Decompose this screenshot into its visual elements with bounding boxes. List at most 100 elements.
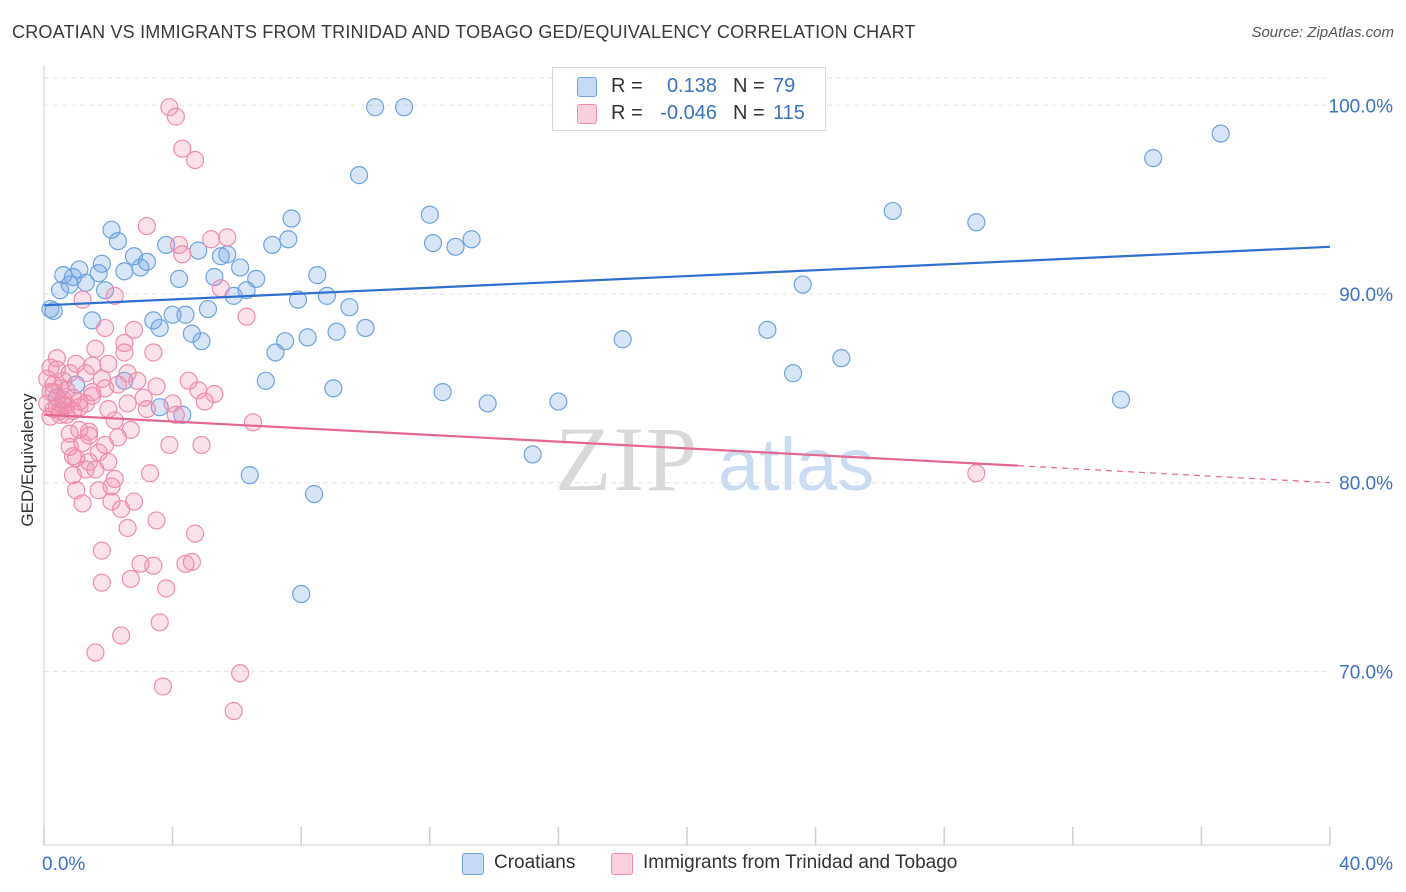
data-point <box>86 643 105 662</box>
x-tick-label: 0.0% <box>42 854 85 875</box>
data-point <box>147 377 166 396</box>
data-point <box>150 318 169 338</box>
data-point <box>166 107 185 126</box>
data-point <box>41 383 60 402</box>
data-point <box>137 399 156 419</box>
data-point <box>263 235 282 255</box>
legend-r-label: R = <box>611 102 643 124</box>
data-point <box>198 299 218 319</box>
data-point <box>256 371 275 390</box>
data-point <box>157 579 176 598</box>
data-point <box>186 150 205 170</box>
data-point <box>83 383 102 402</box>
data-point <box>327 322 346 341</box>
data-point <box>182 324 201 343</box>
series-legend: Croatians Immigrants from Trinidad and T… <box>0 851 1406 879</box>
data-point <box>89 443 108 462</box>
y-tick-label: 80.0% <box>1339 474 1393 495</box>
chart-title: CROATIAN VS IMMIGRANTS FROM TRINIDAD AND… <box>12 22 916 42</box>
data-point <box>137 252 156 272</box>
data-point <box>282 209 301 228</box>
y-tick-label: 90.0% <box>1339 285 1393 306</box>
trendline-trinidad <box>43 413 1019 467</box>
trendline-trinidad-extension <box>1018 465 1331 484</box>
legend-row-croatians: R = 0.138 N = 79 <box>553 74 825 100</box>
data-point <box>99 354 118 373</box>
data-point <box>73 290 92 309</box>
legend-n-label: N = <box>733 75 765 97</box>
data-point <box>423 233 443 253</box>
data-point <box>160 435 179 455</box>
data-point <box>118 394 137 413</box>
data-point <box>105 469 124 489</box>
data-point <box>211 279 230 298</box>
legend-swatch-croatians <box>462 853 484 875</box>
data-point <box>231 664 250 683</box>
data-point <box>793 275 812 294</box>
data-point <box>102 492 121 511</box>
data-point <box>549 392 568 411</box>
data-point <box>118 364 137 383</box>
correlation-legend: R = 0.138 N = 79 R = -0.046 N = 115 <box>552 67 826 131</box>
data-point <box>195 392 214 411</box>
data-point <box>160 98 179 117</box>
series-trinidad <box>38 98 986 721</box>
data-point <box>192 435 211 455</box>
data-point <box>108 232 128 251</box>
data-point <box>150 613 169 632</box>
data-point <box>153 677 173 696</box>
data-point <box>478 394 497 413</box>
data-point <box>95 281 115 300</box>
data-point <box>218 228 237 247</box>
chart-source: Source: ZipAtlas.com <box>1251 24 1394 41</box>
data-point <box>237 307 256 326</box>
data-point <box>967 213 986 232</box>
data-point <box>240 466 259 485</box>
data-point <box>73 494 92 513</box>
legend-swatch-trinidad <box>577 104 597 124</box>
data-point <box>288 290 308 309</box>
data-point <box>340 298 359 317</box>
data-point <box>79 426 99 445</box>
data-point <box>47 360 66 379</box>
data-point <box>63 447 83 466</box>
data-point <box>433 383 452 402</box>
data-point <box>205 267 224 287</box>
y-tick-label: 70.0% <box>1339 662 1393 683</box>
watermark-atlas: atlas <box>718 423 874 506</box>
data-point <box>279 230 298 249</box>
data-point <box>144 343 163 362</box>
data-point <box>298 328 317 347</box>
data-point <box>157 235 176 255</box>
data-point <box>304 484 324 504</box>
data-point <box>115 343 134 362</box>
data-point <box>115 262 134 281</box>
data-point <box>1111 390 1131 409</box>
data-point <box>67 354 86 373</box>
data-point <box>50 281 70 300</box>
data-point <box>112 626 131 645</box>
watermark-zip: ZIP <box>555 408 699 510</box>
data-point <box>394 98 414 117</box>
data-point <box>356 318 375 338</box>
data-point <box>169 269 189 288</box>
data-point <box>243 413 263 432</box>
data-point <box>420 205 439 224</box>
data-point <box>176 305 195 324</box>
data-point <box>44 301 63 321</box>
y-axis-label: GED/Equivalency <box>18 393 37 527</box>
data-point <box>144 556 163 575</box>
data-point <box>92 254 111 273</box>
data-point <box>92 369 111 389</box>
data-point <box>308 266 327 285</box>
data-point <box>967 464 986 483</box>
data-point <box>95 318 115 338</box>
y-tick-label: 100.0% <box>1329 96 1394 117</box>
data-point <box>63 388 83 407</box>
data-point <box>317 286 337 305</box>
data-point <box>1211 124 1230 143</box>
data-point <box>121 569 140 589</box>
data-point <box>192 332 211 351</box>
legend-label-croatians: Croatians <box>494 852 576 873</box>
